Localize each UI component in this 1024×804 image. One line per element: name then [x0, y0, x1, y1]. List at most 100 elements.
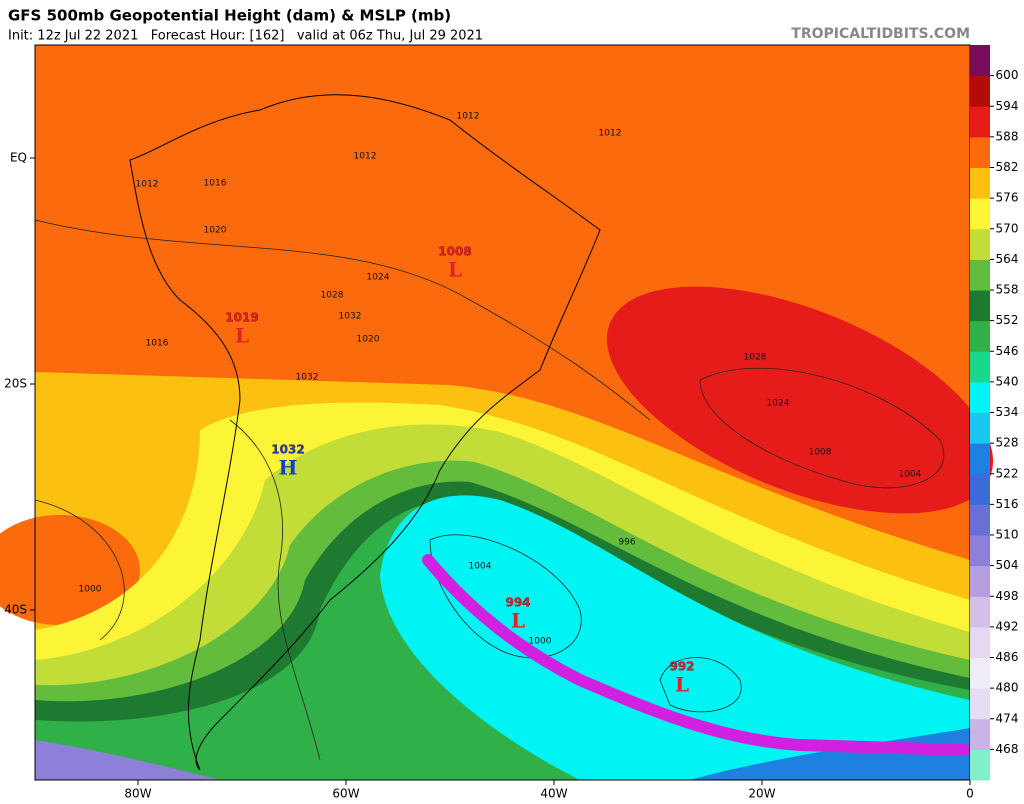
field-510 — [35, 740, 220, 780]
colorbar-label: 534 — [996, 405, 1019, 419]
isobar-label: 1032 — [296, 373, 319, 383]
colorbar-cell — [970, 565, 990, 597]
isobar — [699, 367, 945, 489]
colorbar-cell — [970, 106, 990, 138]
colorbar-label: 480 — [996, 681, 1019, 695]
center-letter: H — [279, 456, 298, 480]
center-letter: L — [235, 324, 249, 348]
isobar-label: 1012 — [457, 112, 480, 122]
colorbar-cell — [970, 412, 990, 444]
colorbar-cell — [970, 228, 990, 260]
lon-label: 0 — [966, 787, 974, 801]
colorbar-cell — [970, 626, 990, 658]
colorbar-cell — [970, 75, 990, 107]
colorbar-label: 588 — [996, 129, 1019, 143]
isobar-label: 1024 — [767, 399, 790, 409]
colorbar-label: 492 — [996, 619, 1019, 633]
field-522 — [690, 728, 970, 780]
map-fields — [0, 45, 994, 780]
center-letter: L — [675, 673, 689, 697]
site-name: TROPICALTIDBITS.COM — [791, 26, 970, 42]
isobar-label: 1024 — [367, 273, 390, 283]
colorbar-label: 552 — [996, 313, 1019, 327]
center-value: 994 — [505, 596, 530, 610]
colorbar-cell — [970, 688, 990, 720]
colorbar-cell — [970, 535, 990, 567]
colorbar-label: 522 — [996, 466, 1019, 480]
center-value: 1008 — [438, 245, 471, 259]
colorbar-cell — [970, 351, 990, 383]
lon-label: 40W — [540, 787, 567, 801]
colorbar-label: 600 — [996, 68, 1019, 82]
isobar-label: 996 — [618, 538, 635, 548]
colorbar-label: 504 — [996, 558, 1019, 572]
isobar-label: 1032 — [339, 312, 362, 322]
lat-label: EQ — [10, 151, 27, 165]
field-588 — [606, 286, 994, 514]
isobar-label: 1004 — [899, 470, 922, 480]
isobar-label: 1012 — [136, 180, 159, 190]
colorbar-cell — [970, 381, 990, 413]
colorbar-label: 576 — [996, 191, 1019, 205]
isobar-label: 1028 — [321, 291, 344, 301]
colorbar-cell — [970, 443, 990, 475]
colorbar-cell — [970, 259, 990, 291]
colorbar-cell — [970, 596, 990, 628]
colorbar-cell — [970, 657, 990, 689]
subtitle: Init: 12z Jul 22 2021 Forecast Hour: [16… — [8, 29, 483, 44]
colorbar-cell — [970, 290, 990, 322]
isobar-label: 1012 — [599, 129, 622, 139]
colorbar-label: 516 — [996, 497, 1019, 511]
colorbar-label: 564 — [996, 252, 1019, 266]
colorbar-label: 594 — [996, 99, 1019, 113]
isobar — [429, 534, 582, 659]
isobar — [34, 499, 125, 641]
coastline — [129, 94, 601, 771]
lat-label: 40S — [4, 603, 27, 617]
storm-track — [422, 554, 971, 756]
colorbar-cell — [970, 136, 990, 168]
isobar-label: 1016 — [146, 339, 169, 349]
isobar — [34, 219, 651, 421]
isobar-label: 1000 — [79, 585, 102, 595]
center-letter: L — [448, 258, 462, 282]
isobar-label: 1004 — [469, 562, 492, 572]
colorbar-cell — [970, 198, 990, 230]
colorbar-cell — [970, 167, 990, 199]
colorbar-cell — [970, 473, 990, 505]
lon-label: 20W — [748, 787, 775, 801]
colorbar-cell — [970, 320, 990, 352]
colorbar-cell — [970, 504, 990, 536]
center-value: 1032 — [271, 443, 304, 457]
center-value: 992 — [669, 660, 694, 674]
colorbar-label: 486 — [996, 650, 1019, 664]
center-letter: L — [511, 609, 525, 633]
isobar-label: 1020 — [357, 335, 380, 345]
colorbar-label: 540 — [996, 374, 1019, 388]
colorbar-label: 546 — [996, 344, 1019, 358]
isobar-label: 1000 — [529, 637, 552, 647]
isobar-label: 1012 — [354, 152, 377, 162]
colorbar-cell — [970, 749, 990, 781]
isobar-label: 1008 — [809, 448, 832, 458]
colorbar-label: 474 — [996, 711, 1019, 725]
colorbar-label: 468 — [996, 742, 1019, 756]
coast — [129, 94, 601, 771]
lon-label: 60W — [332, 787, 359, 801]
colorbar-cell — [970, 45, 990, 77]
colorbar-label: 570 — [996, 221, 1019, 235]
isobar-label: 1020 — [204, 226, 227, 236]
colorbar-label: 528 — [996, 436, 1019, 450]
colorbar-label: 510 — [996, 528, 1019, 542]
lon-label: 80W — [124, 787, 151, 801]
colorbar-label: 582 — [996, 160, 1019, 174]
colorbar-label: 498 — [996, 589, 1019, 603]
field-534 — [380, 495, 970, 780]
lat-label: 20S — [4, 377, 27, 391]
title: GFS 500mb Geopotential Height (dam) & MS… — [8, 7, 451, 25]
isobars — [34, 219, 945, 761]
isobar — [229, 419, 321, 761]
colorbar-cell — [970, 718, 990, 750]
isobar-label: 1016 — [204, 179, 227, 189]
